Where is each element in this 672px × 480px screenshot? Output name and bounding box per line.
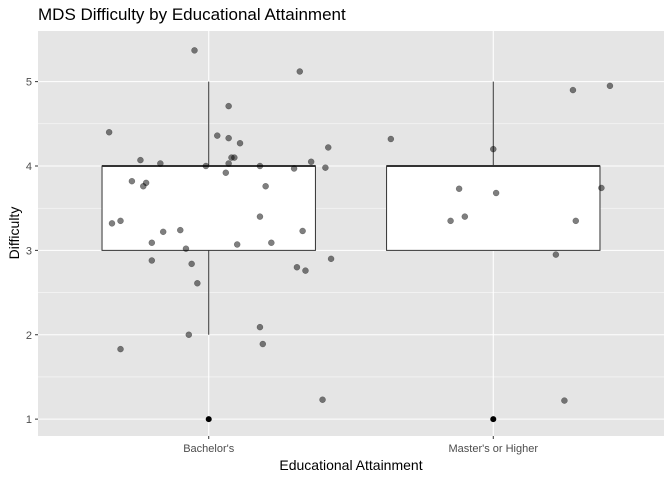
outlier-point <box>490 416 497 423</box>
boxplots <box>101 81 601 423</box>
data-point <box>268 239 275 246</box>
data-point <box>137 156 144 164</box>
x-axis: Bachelor's Master's or Higher <box>183 436 538 455</box>
data-point <box>447 217 454 225</box>
data-point <box>182 245 190 252</box>
data-point <box>148 257 156 264</box>
x-tick-label: Master's or Higher <box>449 443 539 455</box>
data-point <box>290 165 298 172</box>
outlier-point <box>205 416 212 423</box>
data-point <box>455 185 463 192</box>
box-iqr <box>386 165 601 251</box>
data-point <box>319 396 326 403</box>
data-point <box>157 160 164 167</box>
data-point <box>492 189 500 197</box>
data-point <box>256 213 264 220</box>
box-iqr <box>101 165 316 251</box>
y-tick-label: 3 <box>26 245 32 257</box>
data-point <box>222 169 230 176</box>
data-point <box>236 140 244 147</box>
data-point <box>191 47 198 54</box>
data-point <box>214 132 221 139</box>
data-point <box>256 162 264 170</box>
x-tick-label: Bachelor's <box>183 443 235 455</box>
y-tick-label: 4 <box>26 161 32 173</box>
data-point <box>262 183 269 190</box>
data-point <box>606 82 614 90</box>
data-point <box>117 217 124 225</box>
data-point <box>256 323 264 331</box>
data-point <box>461 213 469 220</box>
data-point <box>387 135 395 143</box>
data-point <box>327 255 335 263</box>
y-tick-label: 2 <box>26 330 32 342</box>
y-tick-label: 1 <box>26 414 32 426</box>
data-point <box>307 158 315 165</box>
data-point <box>259 340 266 348</box>
boxplot <box>386 81 601 423</box>
data-point <box>225 160 232 167</box>
data-point <box>302 267 309 274</box>
data-point <box>233 241 241 248</box>
y-axis: 1 2 3 4 5 <box>26 77 38 426</box>
data-point <box>299 227 306 235</box>
boxplot <box>101 81 316 423</box>
data-point <box>225 102 232 110</box>
data-point <box>598 184 605 192</box>
data-point <box>108 220 116 227</box>
data-point <box>105 129 113 136</box>
y-tick-label: 5 <box>26 77 32 89</box>
x-axis-title: Educational Attainment <box>279 457 422 473</box>
data-point <box>185 331 193 338</box>
data-point <box>293 264 301 271</box>
data-point <box>194 280 201 287</box>
chart-title: MDS Difficulty by Educational Attainment <box>38 5 346 24</box>
data-point <box>159 228 167 236</box>
data-point <box>128 177 136 185</box>
data-point <box>322 164 329 171</box>
data-point <box>325 144 332 151</box>
data-point <box>296 68 303 75</box>
data-point <box>569 86 577 94</box>
data-point <box>552 251 560 258</box>
jitter-points <box>105 47 614 404</box>
data-point <box>490 145 497 153</box>
data-point <box>142 179 150 187</box>
data-point <box>202 162 210 170</box>
data-point <box>561 397 568 404</box>
data-point <box>117 345 124 353</box>
y-axis-title: Difficulty <box>6 207 22 260</box>
data-point <box>572 217 579 225</box>
data-point <box>177 226 184 234</box>
data-point <box>225 134 232 142</box>
data-point <box>188 260 195 268</box>
data-point <box>148 239 156 246</box>
data-point <box>231 154 238 161</box>
